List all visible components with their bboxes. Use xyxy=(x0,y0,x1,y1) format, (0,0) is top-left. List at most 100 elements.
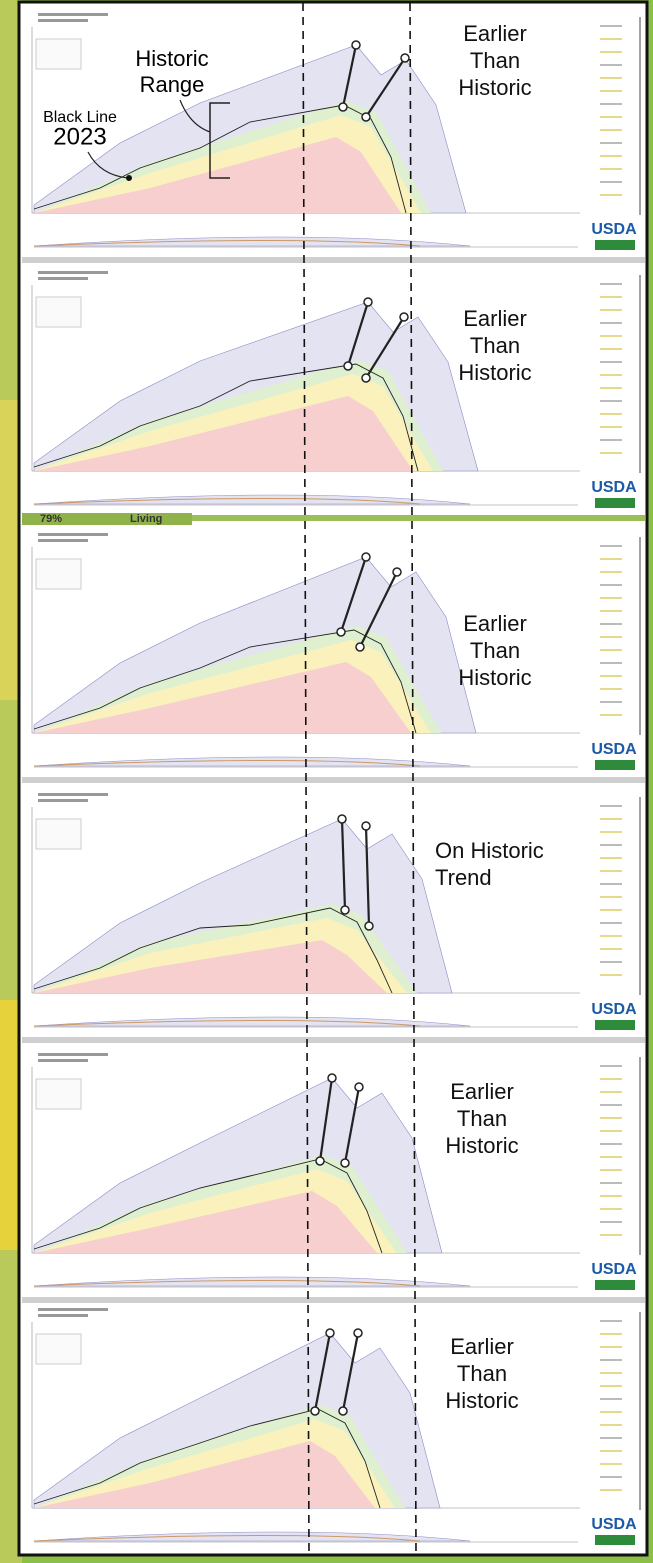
legend-entry xyxy=(600,896,622,898)
marker xyxy=(362,822,370,830)
legend-entry xyxy=(600,25,622,27)
legend-entry xyxy=(600,1320,622,1322)
marker xyxy=(338,815,346,823)
usda-logo-hill xyxy=(595,498,635,508)
chart-header xyxy=(38,1308,108,1311)
legend-entry xyxy=(600,1359,622,1361)
panel-label: Historic xyxy=(458,360,531,385)
usda-logo: USDA xyxy=(591,741,637,758)
legend-entry xyxy=(600,1372,622,1374)
legend-entry xyxy=(600,335,622,337)
legend-entry xyxy=(600,1169,622,1171)
legend-entry xyxy=(600,584,622,586)
usda-logo-hill xyxy=(595,1280,635,1290)
legend-entry xyxy=(600,103,622,105)
legend-entry xyxy=(600,1130,622,1132)
marker xyxy=(393,568,401,576)
legend-entry xyxy=(600,1065,622,1067)
panel-divider xyxy=(22,777,645,783)
page: USDAEarlierThanHistoricUSDAEarlierThanHi… xyxy=(0,0,653,1563)
usda-logo: USDA xyxy=(591,221,637,238)
legend-entry xyxy=(600,51,622,53)
legend-entry xyxy=(600,1195,622,1197)
panel-label: Historic xyxy=(458,665,531,690)
usda-logo: USDA xyxy=(591,1516,637,1533)
legend-entry xyxy=(600,701,622,703)
marker xyxy=(311,1407,319,1415)
legend-entry xyxy=(600,309,622,311)
panel-label: Than xyxy=(457,1106,507,1131)
legend-entry xyxy=(600,961,622,963)
marker xyxy=(364,298,372,306)
marker xyxy=(339,1407,347,1415)
legend-entry xyxy=(600,387,622,389)
legend-entry xyxy=(600,714,622,716)
usda-logo: USDA xyxy=(591,479,637,496)
legend-entry xyxy=(600,1234,622,1236)
marker xyxy=(362,374,370,382)
legend-entry xyxy=(600,1463,622,1465)
panel-label: Earlier xyxy=(450,1334,514,1359)
panel-divider xyxy=(22,1297,645,1303)
legend-entry xyxy=(600,857,622,859)
usda-logo-hill xyxy=(595,1020,635,1030)
usda-logo-hill xyxy=(595,240,635,250)
annotation: 2023 xyxy=(53,123,106,150)
legend-entry xyxy=(600,1078,622,1080)
chart-info-box xyxy=(36,297,81,327)
marker xyxy=(400,313,408,321)
marker xyxy=(341,1159,349,1167)
legend-entry xyxy=(600,142,622,144)
legend-entry xyxy=(600,1117,622,1119)
panel-label: Than xyxy=(470,48,520,73)
marker xyxy=(362,113,370,121)
chart-header xyxy=(38,1053,108,1056)
legend-entry xyxy=(600,1411,622,1413)
legend-entry xyxy=(600,1333,622,1335)
legend-entry xyxy=(600,545,622,547)
legend-entry xyxy=(600,1398,622,1400)
legend-entry xyxy=(600,1156,622,1158)
legend-entry xyxy=(600,322,622,324)
usda-logo-hill xyxy=(595,760,635,770)
legend-entry xyxy=(600,1489,622,1491)
chart-header xyxy=(38,793,108,796)
chart-header xyxy=(38,533,108,536)
legend-entry xyxy=(600,883,622,885)
chart-header xyxy=(38,1314,88,1317)
legend-entry xyxy=(600,688,622,690)
legend-entry xyxy=(600,831,622,833)
legend-entry xyxy=(600,181,622,183)
legend-entry xyxy=(600,558,622,560)
legend-entry xyxy=(600,844,622,846)
panel-divider xyxy=(22,257,645,263)
legend-entry xyxy=(600,1143,622,1145)
legend-entry xyxy=(600,1437,622,1439)
chart-header xyxy=(38,799,88,802)
panel-label: Historic xyxy=(445,1133,518,1158)
legend-entry xyxy=(600,194,622,196)
legend-entry xyxy=(600,296,622,298)
legend-entry xyxy=(600,649,622,651)
panel-label: Than xyxy=(457,1361,507,1386)
legend-entry xyxy=(600,348,622,350)
usda-logo: USDA xyxy=(591,1261,637,1278)
legend-entry xyxy=(600,77,622,79)
chart-info-box xyxy=(36,1334,81,1364)
legend-entry xyxy=(600,909,622,911)
panel-label: Trend xyxy=(435,865,492,890)
legend-entry xyxy=(600,1208,622,1210)
chart-header xyxy=(38,539,88,542)
legend-entry xyxy=(600,1450,622,1452)
annotation: Historic xyxy=(135,46,208,71)
legend-entry xyxy=(600,1104,622,1106)
chart-info-box xyxy=(36,819,81,849)
chart-header xyxy=(38,277,88,280)
usda-logo-hill xyxy=(595,1535,635,1545)
footer-text: 79% xyxy=(40,513,62,525)
marker xyxy=(339,103,347,111)
legend-entry xyxy=(600,426,622,428)
legend-entry xyxy=(600,623,622,625)
panel-divider xyxy=(22,1037,645,1043)
marker xyxy=(316,1157,324,1165)
